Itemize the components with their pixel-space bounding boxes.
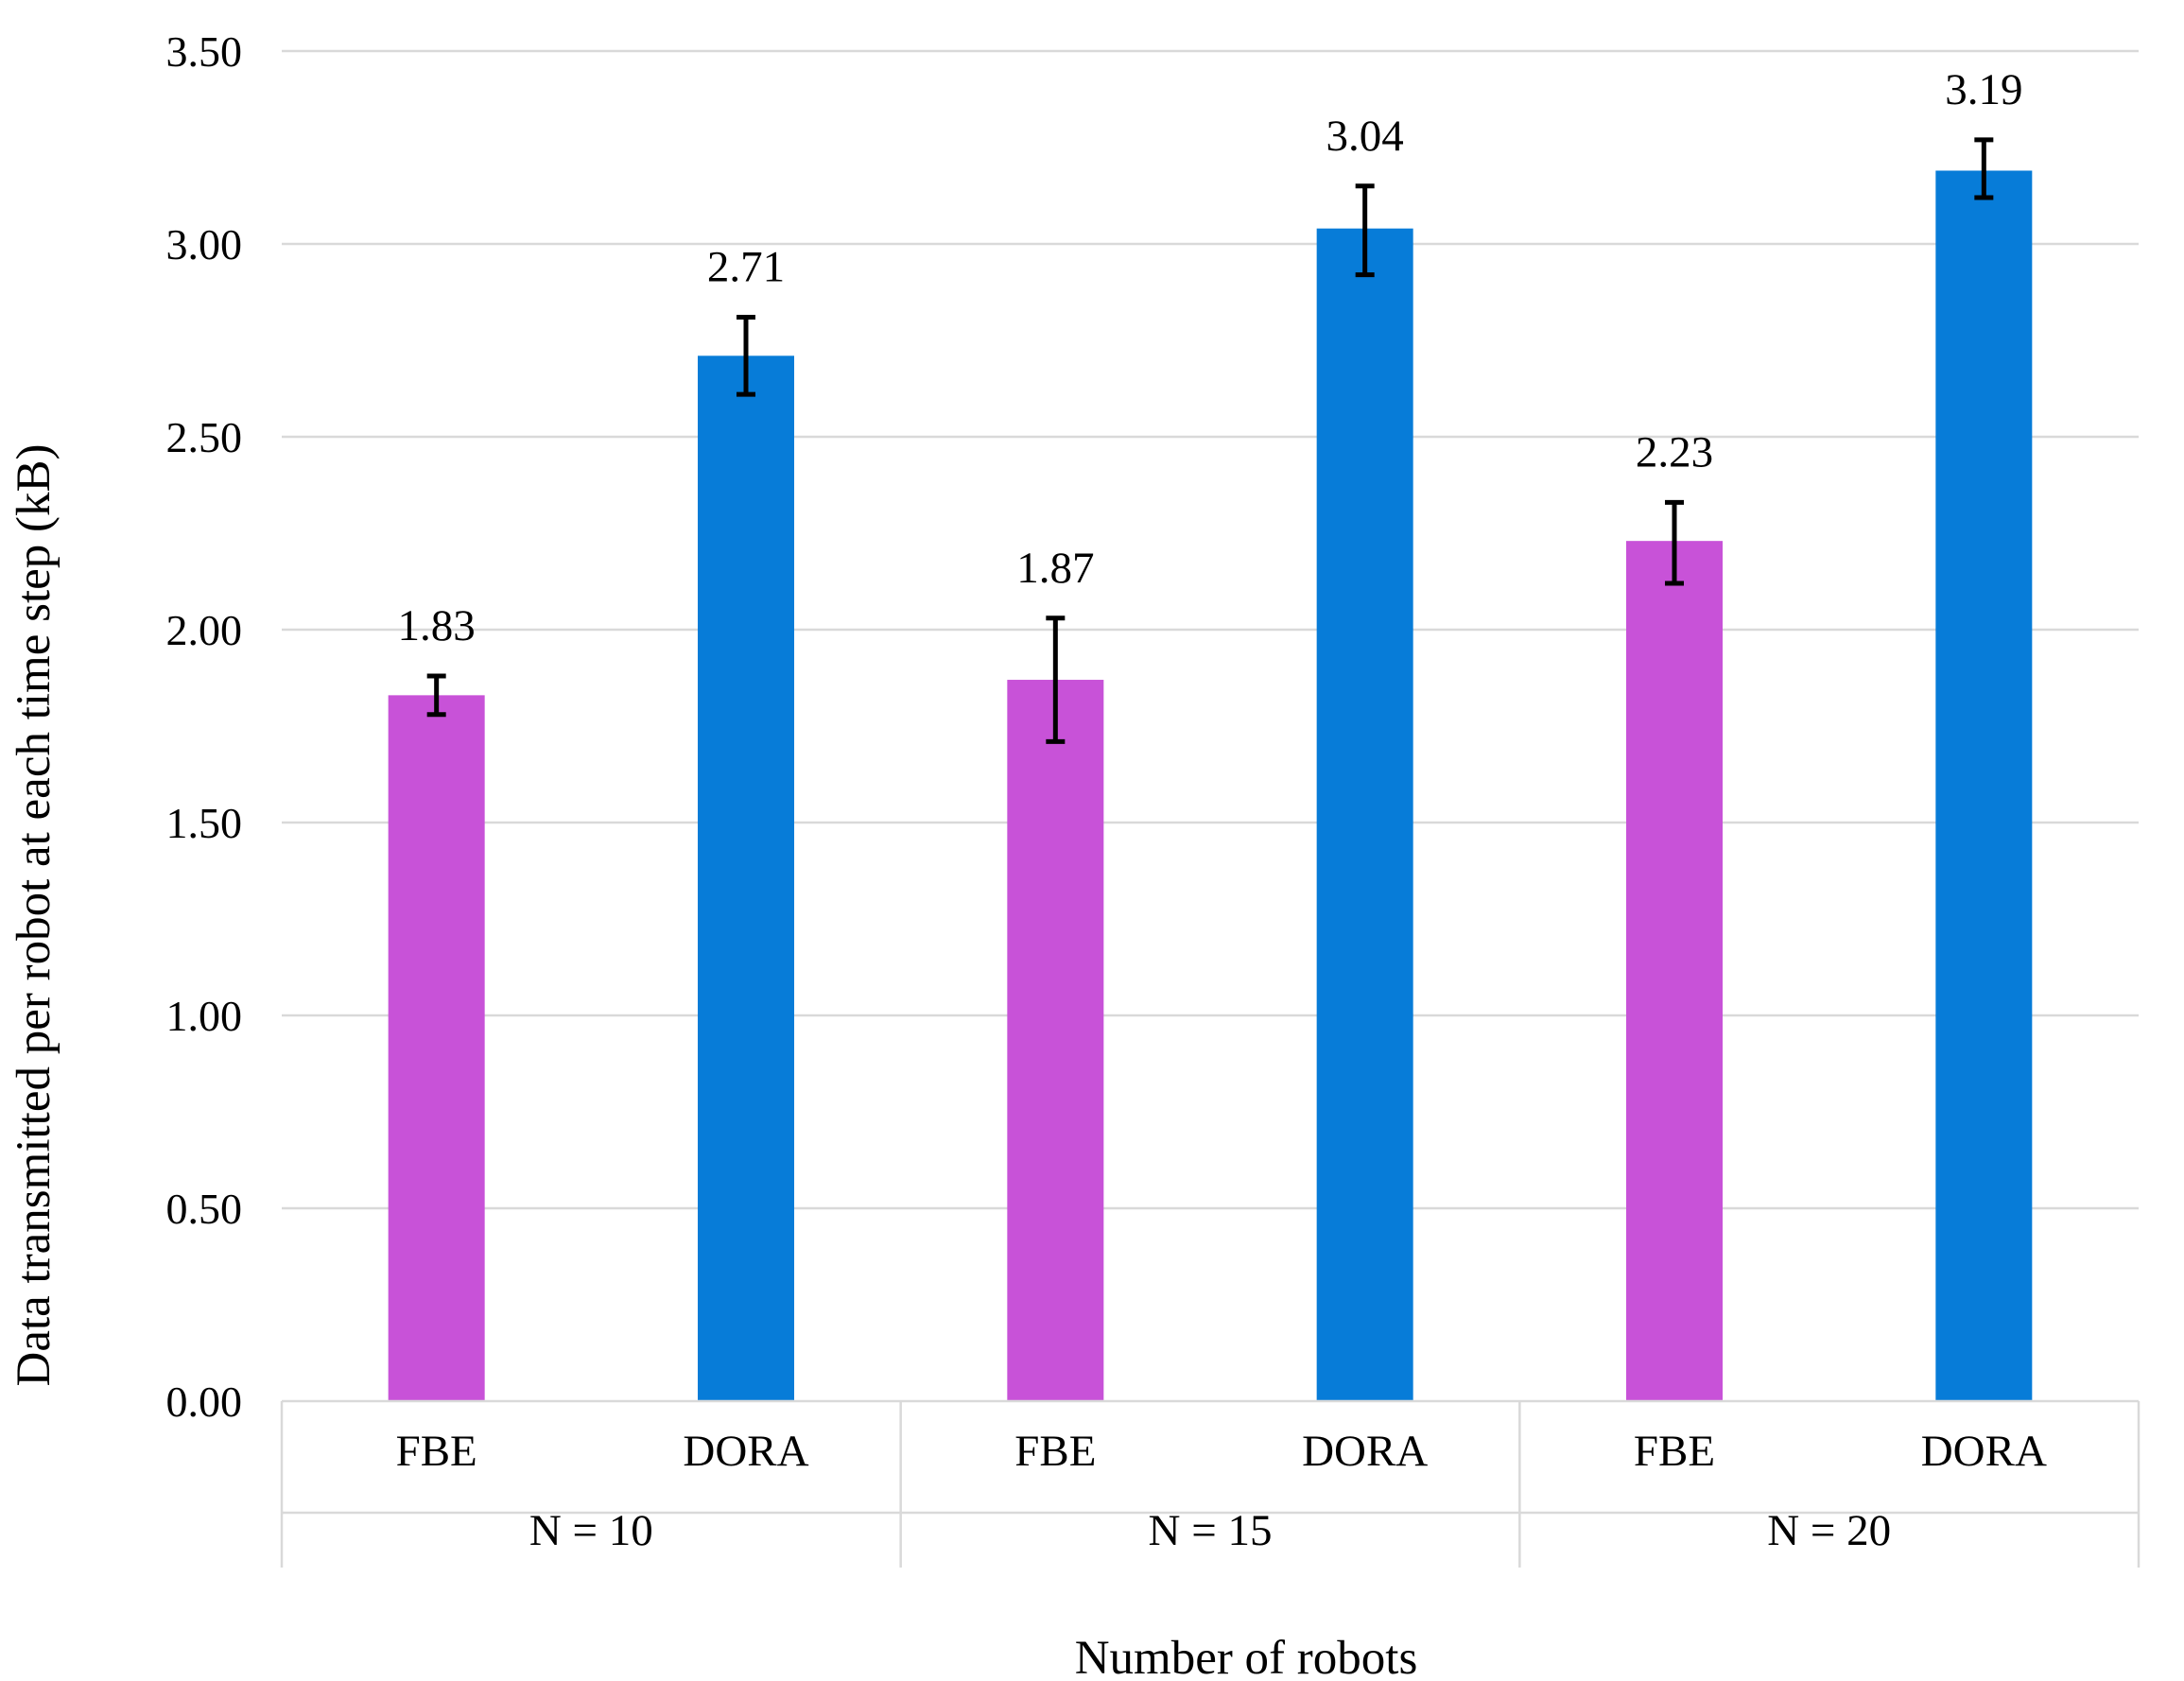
y-tick-label: 0.50 (166, 1185, 243, 1233)
y-tick-label: 0.00 (166, 1378, 243, 1426)
error-bar (1665, 499, 1684, 586)
x-axis-title: Number of robots (1075, 1632, 1418, 1681)
bars (388, 170, 2033, 1402)
gridlines (282, 49, 2139, 1210)
data-label: 3.19 (1945, 65, 2022, 114)
y-tick-label: 1.50 (166, 799, 243, 847)
error-bar (1046, 615, 1066, 744)
bar-fbe (1007, 680, 1104, 1401)
error-bar (1355, 183, 1375, 278)
y-tick-label: 2.00 (166, 606, 243, 654)
data-label: 1.83 (398, 601, 476, 650)
x-group-label: N = 20 (1767, 1506, 1891, 1555)
x-group-label: N = 15 (1149, 1506, 1273, 1555)
y-axis-ticks: 0.00 0.50 1.00 1.50 2.00 2.50 3.00 3.50 (166, 27, 243, 1426)
error-bars (426, 137, 1994, 744)
y-tick-label: 1.00 (166, 992, 243, 1040)
bar-fbe (388, 695, 485, 1401)
data-label: 3.04 (1326, 112, 1404, 161)
x-category-label: FBE (1014, 1427, 1096, 1476)
x-category-label: DORA (1302, 1427, 1428, 1476)
error-bar (1974, 137, 1994, 200)
x-axis: FBE DORA N = 10 FBE DORA N = 15 FBE DORA N = 20 (280, 1399, 2141, 1568)
data-labels: 1.83 2.71 1.87 3.04 2.23 3.19 (398, 65, 2023, 650)
bar-fbe (1626, 541, 1723, 1401)
data-label: 2.71 (707, 243, 785, 292)
error-bar (426, 673, 446, 718)
x-group-label: N = 10 (529, 1506, 653, 1555)
y-tick-label: 3.00 (166, 220, 243, 269)
bar-dora (1935, 170, 2033, 1402)
x-category-label: DORA (683, 1427, 808, 1476)
y-tick-label: 3.50 (166, 27, 243, 76)
data-label: 2.23 (1636, 427, 1713, 477)
y-axis-title: Data transmitted per robot at each time … (8, 444, 61, 1387)
x-category-label: DORA (1921, 1427, 2047, 1476)
x-category-label: FBE (396, 1427, 477, 1476)
x-category-label: FBE (1634, 1427, 1715, 1476)
y-tick-label: 2.50 (166, 413, 243, 461)
data-label: 1.87 (1016, 544, 1094, 593)
bar-dora (698, 355, 794, 1401)
bar-dora (1316, 228, 1413, 1402)
error-bar (737, 315, 755, 397)
